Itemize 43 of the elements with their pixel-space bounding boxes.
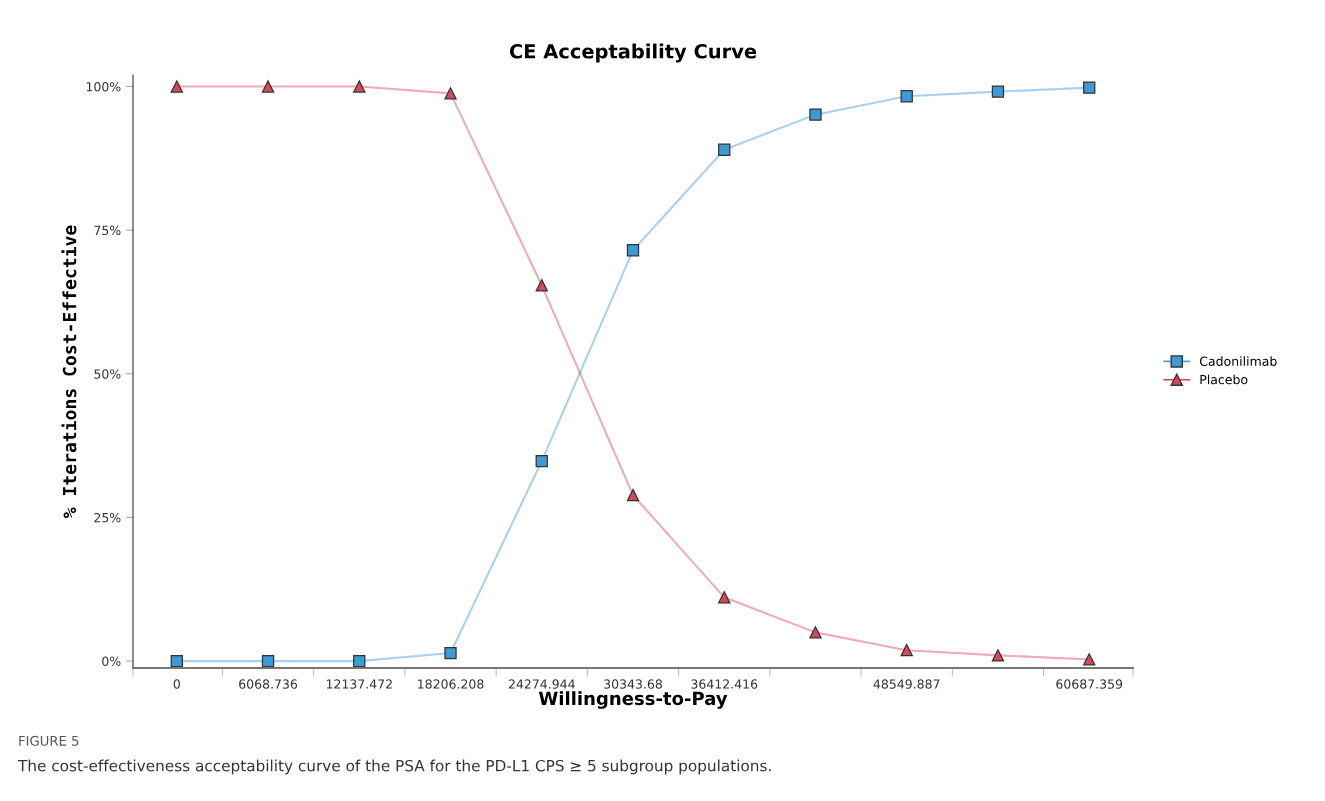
point	[1083, 653, 1096, 666]
y-tick-label: 50%	[94, 369, 121, 379]
point	[261, 654, 275, 668]
legend-label: Cadonilimab	[1199, 356, 1277, 366]
y-tick-label: 100%	[86, 81, 121, 92]
x-tick-label: 0	[173, 679, 180, 689]
y-tick-label: 25%	[94, 512, 121, 523]
legend-label: Placebo	[1200, 374, 1248, 385]
point	[353, 80, 366, 93]
point	[626, 244, 640, 257]
y-tick-label: 75%	[94, 225, 121, 236]
point	[444, 87, 457, 100]
y-tick-label: 0%	[102, 656, 121, 667]
x-tick-label: 60687.359	[1056, 679, 1123, 689]
text: The cost-effectiveness acceptability curve of the PSA for the PD-L1 CPS ≥ 5 subgroup populations.	[17, 759, 771, 775]
x-axis-title: Willingness-to-Pay	[538, 691, 728, 709]
point	[170, 654, 183, 668]
point	[809, 108, 822, 121]
x-tick-label: 6068.736	[239, 679, 298, 689]
x-tick-label: 36412.416	[691, 679, 758, 689]
point	[535, 454, 548, 468]
point	[170, 80, 183, 93]
x-tick-label: 30343.68	[604, 679, 662, 689]
chart-title: CE Acceptability Curve	[509, 43, 757, 63]
y-axis-title: % Iterations Cost-Effective	[61, 225, 77, 518]
point	[718, 143, 731, 156]
x-tick-label: 18206.208	[418, 679, 484, 689]
point	[809, 626, 822, 639]
point	[535, 279, 548, 292]
point	[1083, 81, 1096, 94]
point	[444, 646, 457, 660]
point	[718, 591, 731, 604]
point	[900, 644, 913, 657]
x-tick-label: 12137.472	[326, 679, 392, 689]
point	[261, 80, 275, 93]
point	[626, 488, 640, 502]
point	[991, 85, 1005, 98]
caption: FIGURE 5	[19, 735, 79, 746]
point	[353, 654, 366, 668]
x-tick-label: 24274.944	[508, 679, 575, 689]
x-tick-label: 48549.887	[873, 679, 940, 689]
point	[900, 90, 913, 103]
point	[991, 649, 1005, 662]
